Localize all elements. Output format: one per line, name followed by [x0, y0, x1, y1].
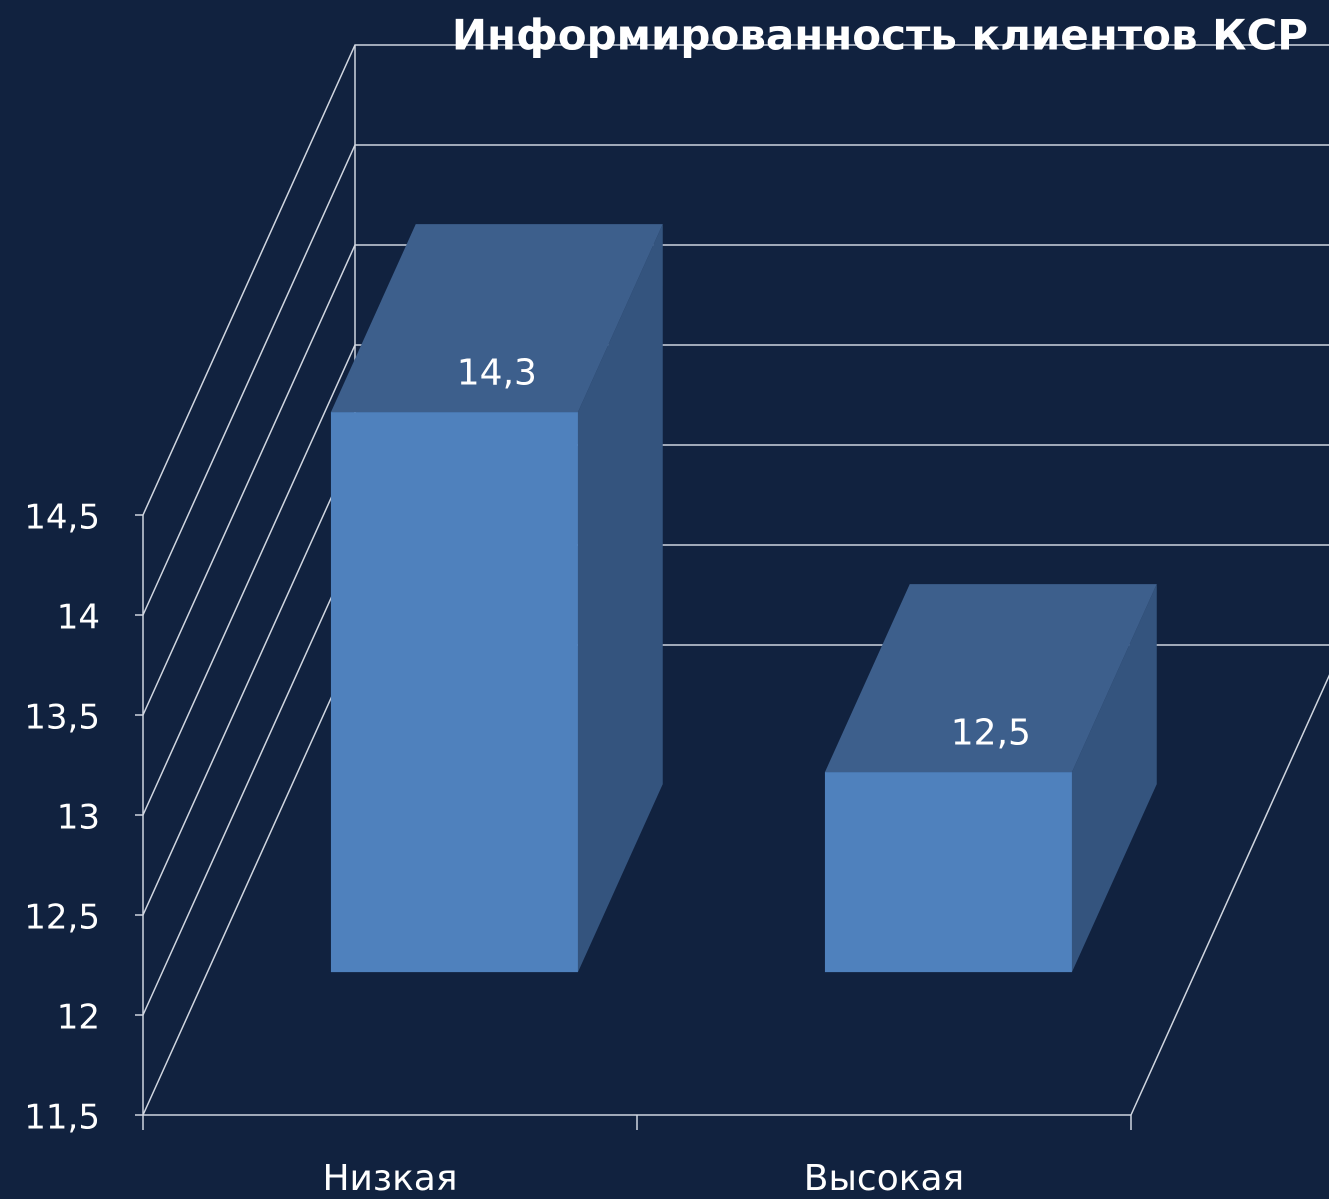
y-tick-label: 12,5: [24, 898, 100, 938]
grid-line: [142, 244, 1329, 716]
bars: 14,3 12,5: [330, 224, 1157, 973]
bar: [330, 412, 578, 973]
x-tick-label: Низкая: [322, 1158, 457, 1199]
bar-side: [1071, 584, 1157, 973]
x-tick-label: Высокая: [804, 1158, 964, 1199]
grid-line: [142, 44, 1329, 516]
y-tick-label: 13,5: [24, 698, 100, 738]
floor-edge: [1130, 674, 1329, 1116]
y-tick-label: 12: [57, 998, 100, 1038]
bar: [824, 772, 1072, 973]
bar-side: [577, 224, 663, 973]
y-tick-label: 13: [57, 798, 100, 838]
chart-title: Информированность клиентов КСР: [452, 11, 1308, 60]
grid: 11,5 12 12,5 13 13,5 14 14,5 Низкая Высокая: [24, 44, 1329, 1199]
y-tick-label: 11,5: [24, 1098, 100, 1138]
value-label: 12,5: [951, 713, 1031, 754]
y-tick-label: 14: [57, 598, 100, 638]
bar-top: [824, 584, 1157, 773]
bar-top: [330, 224, 663, 413]
grid-line: [142, 344, 1329, 816]
grid-line: [142, 144, 1329, 616]
y-tick-label: 14,5: [24, 498, 100, 538]
value-label: 14,3: [457, 353, 537, 394]
